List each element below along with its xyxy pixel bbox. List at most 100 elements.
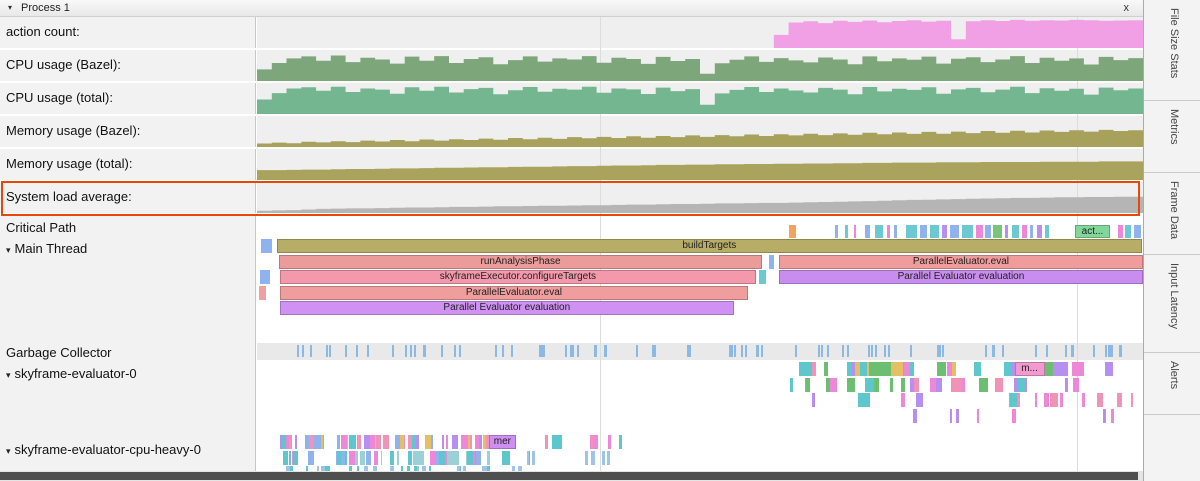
slice[interactable]	[974, 362, 981, 376]
slice[interactable]	[1118, 225, 1123, 238]
slice[interactable]	[759, 270, 766, 284]
slice-skyframeexecutorconfiguretargets[interactable]: skyframeExecutor.configureTargets	[280, 270, 756, 284]
gc-tick[interactable]	[887, 345, 890, 357]
slice[interactable]	[859, 362, 868, 376]
slice[interactable]	[936, 377, 942, 392]
slice[interactable]	[607, 450, 610, 465]
slice[interactable]	[976, 408, 979, 423]
slice[interactable]	[1011, 408, 1017, 423]
slice[interactable]	[1097, 393, 1103, 407]
slice[interactable]	[390, 450, 394, 465]
slice[interactable]	[591, 450, 595, 465]
slice[interactable]	[1044, 393, 1050, 407]
gc-tick[interactable]	[756, 345, 759, 357]
disclosure-icon[interactable]: ▾	[6, 245, 11, 255]
gc-tick[interactable]	[326, 345, 329, 357]
slice[interactable]	[360, 450, 366, 465]
gc-tick[interactable]	[495, 345, 498, 357]
slice[interactable]	[452, 435, 459, 449]
slice[interactable]	[461, 435, 469, 449]
slice[interactable]	[1041, 362, 1053, 376]
slice[interactable]	[914, 377, 920, 392]
disclosure-icon[interactable]: ▾	[6, 370, 11, 380]
slice[interactable]	[1044, 225, 1050, 238]
slice-runanalysisphase[interactable]: runAnalysisPhase	[279, 254, 762, 269]
slice[interactable]	[466, 435, 473, 449]
slice[interactable]	[439, 450, 445, 465]
slice[interactable]	[847, 377, 855, 392]
slice[interactable]	[886, 225, 891, 238]
gc-tick[interactable]	[391, 345, 394, 357]
slice[interactable]	[396, 450, 400, 465]
gc-tick[interactable]	[1046, 345, 1049, 357]
gc-tick[interactable]	[453, 345, 456, 357]
counter-chart-action-count[interactable]	[257, 19, 1143, 48]
gc-tick[interactable]	[570, 345, 572, 357]
gc-tick[interactable]	[939, 345, 941, 357]
slice[interactable]	[1003, 362, 1012, 376]
slice[interactable]	[591, 435, 594, 449]
gc-tick[interactable]	[910, 345, 912, 357]
counter-chart-mem-bazel[interactable]	[257, 118, 1143, 147]
tab-alerts[interactable]: Alerts	[1144, 353, 1200, 415]
gc-tick[interactable]	[653, 345, 656, 357]
slice[interactable]	[869, 377, 879, 392]
track-name-main-thread[interactable]: ▾ Main Thread	[6, 241, 88, 256]
slice[interactable]	[310, 450, 314, 465]
slice[interactable]	[937, 362, 946, 376]
slice[interactable]	[799, 362, 813, 376]
slice-parallelevaluatoreval[interactable]: ParallelEvaluator.eval	[778, 254, 1143, 269]
slice[interactable]	[1053, 362, 1069, 376]
slice[interactable]	[962, 225, 973, 238]
slice[interactable]	[503, 450, 510, 465]
slice[interactable]	[593, 435, 598, 449]
slice[interactable]	[285, 435, 289, 449]
slice[interactable]	[788, 225, 796, 238]
slice[interactable]	[913, 408, 917, 423]
slice[interactable]	[281, 435, 286, 449]
slice[interactable]	[916, 393, 923, 407]
slice[interactable]	[446, 435, 449, 449]
slice[interactable]	[313, 435, 321, 449]
slice[interactable]	[900, 377, 905, 392]
slice[interactable]	[960, 377, 966, 392]
horizontal-scrollbar[interactable]	[0, 471, 1143, 481]
slice[interactable]	[469, 435, 473, 449]
slice[interactable]	[830, 377, 838, 392]
slice[interactable]	[372, 466, 377, 471]
slice[interactable]	[309, 435, 314, 449]
tab-input-latency[interactable]: Input Latency	[1144, 255, 1200, 353]
slice[interactable]	[288, 435, 293, 449]
slice[interactable]	[407, 435, 412, 449]
slice[interactable]	[457, 466, 460, 471]
counter-chart-cpu-bazel[interactable]	[257, 52, 1143, 81]
slice[interactable]	[863, 393, 870, 407]
tab-metrics[interactable]: Metrics	[1144, 101, 1200, 173]
slice[interactable]	[463, 466, 466, 471]
gc-tick[interactable]	[565, 345, 568, 357]
slice[interactable]	[900, 393, 905, 407]
slice[interactable]	[975, 225, 983, 238]
gc-tick[interactable]	[731, 345, 734, 357]
gc-tick[interactable]	[302, 345, 305, 357]
slice[interactable]	[286, 466, 291, 471]
gc-tick[interactable]	[459, 345, 462, 357]
slice-m[interactable]: m...	[1014, 362, 1045, 376]
slice[interactable]	[430, 450, 437, 465]
slice[interactable]	[532, 450, 535, 465]
slice[interactable]	[1111, 408, 1115, 423]
slice-parallelevaluatorevaluation[interactable]: Parallel Evaluator evaluation	[280, 301, 734, 315]
gc-tick[interactable]	[593, 345, 596, 357]
slice[interactable]	[366, 450, 371, 465]
slice[interactable]	[1103, 408, 1107, 423]
gc-tick[interactable]	[1109, 345, 1112, 357]
slice[interactable]	[1072, 362, 1084, 376]
gc-tick[interactable]	[942, 345, 945, 357]
gc-tick[interactable]	[367, 345, 369, 357]
slice[interactable]	[608, 435, 611, 449]
slice[interactable]	[413, 466, 417, 471]
slice[interactable]	[1021, 225, 1027, 238]
slice[interactable]	[465, 450, 469, 465]
gc-tick[interactable]	[543, 345, 546, 357]
gc-tick[interactable]	[329, 345, 332, 357]
